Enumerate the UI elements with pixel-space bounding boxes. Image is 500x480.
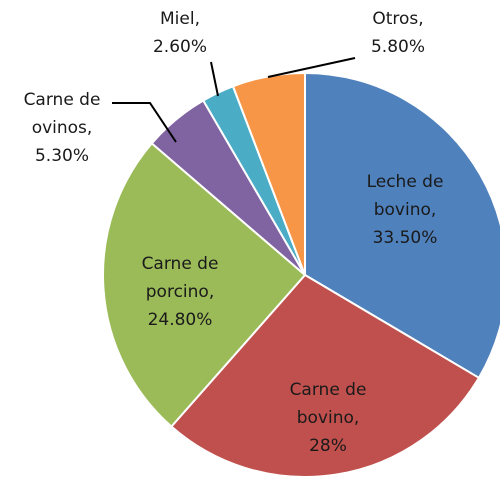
label-value: 5.80% [370,37,425,57]
label-category: Carne de ovinos, [23,90,101,138]
slice [102,141,307,428]
data-label: Miel, 2.60% [140,5,220,61]
leader-line [112,102,177,143]
slice [304,71,500,380]
data-label: Otros, 5.80% [358,5,438,61]
label-value: 2.60% [152,37,207,57]
data-label: Carne de bovino, 28% [278,376,378,460]
data-label: Leche de bovino, 33.50% [355,168,455,252]
label-value: 5.30% [34,146,89,166]
label-value: 28% [309,436,347,456]
label-category: Carne de bovino, [289,380,367,428]
leader-line [210,61,219,97]
label-category: Miel, [160,9,200,29]
label-category: Otros, [372,9,424,29]
label-value: 24.80% [147,310,213,330]
leader-line [267,57,356,78]
label-category: Carne de porcino, [141,254,219,302]
data-label: Carne de porcino, 24.80% [125,250,235,334]
label-value: 33.50% [372,228,438,248]
label-category: Leche de bovino, [366,172,444,220]
data-label: Carne de ovinos, 5.30% [12,86,112,170]
slice [170,273,481,478]
